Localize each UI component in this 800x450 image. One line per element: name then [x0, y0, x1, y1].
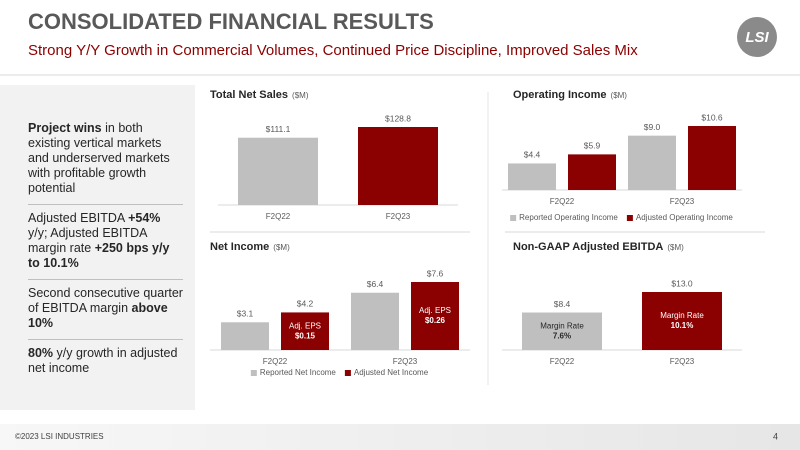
sidebar-text: Adjusted EBITDA	[28, 211, 129, 225]
chart-unit: ($M)	[611, 91, 628, 100]
value-label: $3.1	[237, 309, 254, 319]
bar	[688, 126, 736, 190]
page-number: 4	[773, 431, 778, 441]
chart-title: Net Income	[210, 241, 269, 253]
value-label: $8.4	[554, 299, 571, 309]
inner-label: $0.15	[295, 331, 316, 340]
inner-label: 10.1%	[671, 321, 694, 330]
bar	[642, 292, 722, 350]
value-label: $9.0	[644, 122, 661, 132]
chart-title: Operating Income	[513, 89, 607, 101]
copyright: ©2023 LSI INDUSTRIES	[15, 432, 104, 441]
chart-title: Total Net Sales	[210, 89, 288, 101]
legend-label: Adjusted Operating Income	[636, 213, 733, 222]
legend-swatch	[344, 370, 351, 376]
value-label: $4.2	[297, 299, 314, 309]
value-label: $13.0	[671, 278, 693, 288]
inner-label: 7.6%	[553, 331, 571, 340]
legend-swatch	[510, 215, 517, 221]
value-label: $10.6	[701, 112, 723, 122]
value-label: $7.6	[427, 268, 444, 278]
inner-label: Margin Rate	[660, 311, 704, 320]
legend-label: Reported Net Income	[260, 368, 337, 377]
bar	[411, 282, 459, 350]
sidebar-text: Second consecutive quarter of EBITDA mar…	[28, 286, 187, 315]
inner-label: $0.26	[425, 316, 446, 325]
chart-unit: ($M)	[292, 91, 309, 100]
bar	[221, 322, 269, 350]
inner-label: Margin Rate	[540, 321, 584, 330]
sidebar-text: y/y; Adjusted EBITDA margin rate	[28, 211, 164, 255]
legend-swatch	[250, 370, 257, 376]
bar	[351, 292, 399, 350]
x-tick-label: F2Q23	[386, 212, 411, 221]
x-tick-label: F2Q22	[266, 212, 291, 221]
x-tick-label: F2Q23	[393, 357, 418, 366]
bar	[628, 135, 676, 190]
x-tick-label: F2Q23	[670, 197, 695, 206]
slide-title: CONSOLIDATED FINANCIAL RESULTS	[28, 9, 434, 34]
chart-unit: ($M)	[667, 243, 684, 252]
logo: LSI	[745, 29, 769, 46]
bar	[522, 312, 602, 350]
bar	[281, 312, 329, 350]
value-label: $111.1	[266, 124, 291, 134]
value-label: $4.4	[524, 150, 541, 160]
value-label: $6.4	[367, 279, 384, 289]
sidebar-text: 80%	[28, 346, 54, 360]
value-label: $5.9	[584, 141, 601, 151]
sidebar-text: +250 bps y/y to 10.1%	[28, 241, 173, 270]
sidebar-text: +54%	[128, 211, 161, 225]
inner-label: Adj. EPS	[419, 306, 451, 315]
sidebar-item: Second consecutive quarter of EBITDA mar…	[28, 280, 183, 340]
sidebar-text: Project wins	[28, 121, 102, 135]
slide-subtitle: Strong Y/Y Growth in Commercial Volumes,…	[28, 42, 638, 59]
sidebar-item: Adjusted EBITDA +54% y/y; Adjusted EBITD…	[28, 205, 183, 280]
sidebar-text: y/y growth in adjusted net income	[28, 346, 181, 375]
x-tick-label: F2Q22	[263, 357, 288, 366]
sidebar-text: in both existing vertical markets and un…	[28, 121, 174, 195]
sidebar-text: above 10%	[28, 301, 172, 330]
x-tick-label: F2Q22	[550, 357, 575, 366]
bar	[508, 163, 556, 190]
value-label: $128.8	[385, 113, 411, 123]
logo-badge	[737, 17, 777, 57]
x-tick-label: F2Q23	[670, 357, 695, 366]
sidebar: Project wins in both existing vertical m…	[0, 85, 195, 410]
bar	[358, 127, 438, 205]
sidebar-item: 80% y/y growth in adjusted net income	[28, 340, 183, 384]
inner-label: Adj. EPS	[289, 321, 321, 330]
legend-swatch	[626, 215, 633, 221]
bar	[568, 154, 616, 190]
x-tick-label: F2Q22	[550, 197, 575, 206]
chart-unit: ($M)	[273, 243, 290, 252]
legend-label: Reported Operating Income	[519, 213, 618, 222]
sidebar-item: Project wins in both existing vertical m…	[28, 115, 183, 205]
footer-band	[0, 424, 800, 450]
chart-title: Non-GAAP Adjusted EBITDA	[513, 241, 663, 253]
legend-label: Adjusted Net Income	[354, 368, 429, 377]
bar	[238, 137, 318, 205]
